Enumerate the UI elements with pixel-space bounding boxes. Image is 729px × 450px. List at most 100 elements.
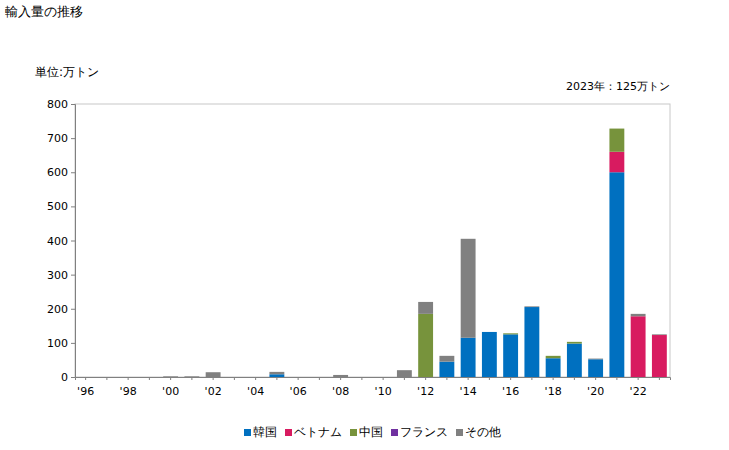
y-tick: 100: [47, 337, 75, 350]
x-tick: [659, 377, 660, 380]
bar-segment: [461, 239, 476, 338]
bar-segment: [227, 377, 242, 378]
bar-segment: [312, 377, 327, 378]
legend-label: フランス: [400, 425, 448, 439]
x-tick-line: [361, 377, 362, 380]
bar-segment: [482, 331, 497, 332]
bar-segment: [121, 377, 136, 378]
bar-segment: [397, 370, 412, 377]
bar-segment: [524, 307, 539, 308]
bar-segment: [503, 334, 518, 377]
bar-segment: [184, 377, 199, 378]
x-tick: [489, 377, 490, 380]
y-tick-label: 400: [47, 235, 68, 248]
x-tick-label: '08: [332, 385, 349, 398]
bar-segment: [418, 302, 433, 314]
bar-segment: [482, 331, 497, 332]
bar-segment: [439, 356, 454, 362]
bar-segment: [78, 377, 93, 378]
bar-segment: [546, 356, 561, 358]
bar-segment: [99, 377, 114, 378]
bar-segment: [376, 377, 391, 378]
bar-segment: [248, 377, 263, 378]
x-tick-line: [574, 377, 575, 380]
x-tick-label: '00: [162, 385, 179, 398]
bar-segment: [99, 377, 114, 378]
bar-segment: [227, 377, 242, 378]
series: [163, 239, 667, 377]
legend-swatch: [350, 429, 357, 436]
legend-item: 韓国: [244, 425, 277, 439]
bar-segment: [163, 377, 178, 378]
x-tick-line: [276, 377, 277, 380]
bar-segment: [652, 334, 667, 336]
x-tick: '98: [120, 377, 137, 398]
bar-segment: [652, 335, 667, 336]
y-axis-line: [71, 105, 76, 378]
legend-label: 韓国: [253, 425, 277, 439]
x-tick: '08: [332, 377, 349, 398]
x-tick: [149, 377, 150, 380]
x-tick-label: '96: [77, 385, 94, 398]
x-tick: [574, 377, 575, 380]
y-tick-line: [71, 206, 75, 207]
y-axis-title: 単位:万トン: [35, 65, 99, 79]
x-tick: [361, 377, 362, 380]
legend-item: その他: [456, 425, 501, 439]
x-tick-line: [659, 377, 660, 380]
bar-segment: [99, 377, 114, 378]
series: [609, 152, 666, 377]
y-tick-line: [71, 172, 75, 173]
bar-segment: [524, 307, 539, 308]
bar-segment: [142, 377, 157, 378]
bar-segment: [121, 377, 136, 378]
x-tick-line: [510, 377, 511, 380]
y-tick-line: [71, 275, 75, 276]
bar-segment: [78, 377, 93, 378]
y-tick-line: [71, 377, 75, 378]
y-tick-label: 0: [61, 371, 68, 384]
bar-segment: [652, 335, 667, 377]
bar-segment: [184, 377, 199, 378]
y-tick-line: [71, 104, 75, 105]
bar-segment: [291, 377, 306, 378]
x-tick-line: [404, 377, 405, 380]
x-tick-line: [298, 377, 299, 380]
y-tick: 700: [47, 132, 75, 145]
x-tick: '00: [162, 377, 179, 398]
bar-segment: [524, 306, 539, 308]
title: 輸入量の推移: [5, 4, 83, 19]
bar-segment: [227, 377, 242, 378]
bar-segment: [503, 333, 518, 334]
y-tick: 0: [61, 371, 75, 384]
x-tick-label: '10: [375, 385, 392, 398]
x-axis-line: [76, 378, 671, 381]
bar-segment: [354, 377, 369, 378]
series: [269, 172, 624, 377]
bar-segment: [546, 355, 561, 356]
y-tick-label: 600: [47, 166, 68, 179]
bar-segment: [546, 355, 561, 356]
bar-segment: [291, 377, 306, 378]
y-tick: 400: [47, 235, 75, 248]
x-tick: '12: [417, 377, 434, 398]
x-tick: '10: [375, 377, 392, 398]
bar-segment: [142, 377, 157, 378]
bar-segment: [567, 344, 582, 377]
x-tick-line: [595, 377, 596, 380]
bar-segment: [503, 334, 518, 335]
bar-segment: [439, 362, 454, 377]
bar-segment: [312, 377, 327, 378]
y-tick: 200: [47, 303, 75, 316]
legend-swatch: [391, 429, 398, 436]
bar-segment: [312, 377, 327, 378]
y-tick: 300: [47, 269, 75, 282]
bar-segment: [227, 377, 242, 378]
legend-label: 中国: [359, 425, 383, 439]
x-tick-line: [531, 377, 532, 380]
bar-segment: [142, 377, 157, 378]
bar-segment: [163, 377, 178, 378]
y-tick-line: [71, 309, 75, 310]
y-tick-label: 800: [47, 98, 68, 111]
x-tick: [319, 377, 320, 380]
